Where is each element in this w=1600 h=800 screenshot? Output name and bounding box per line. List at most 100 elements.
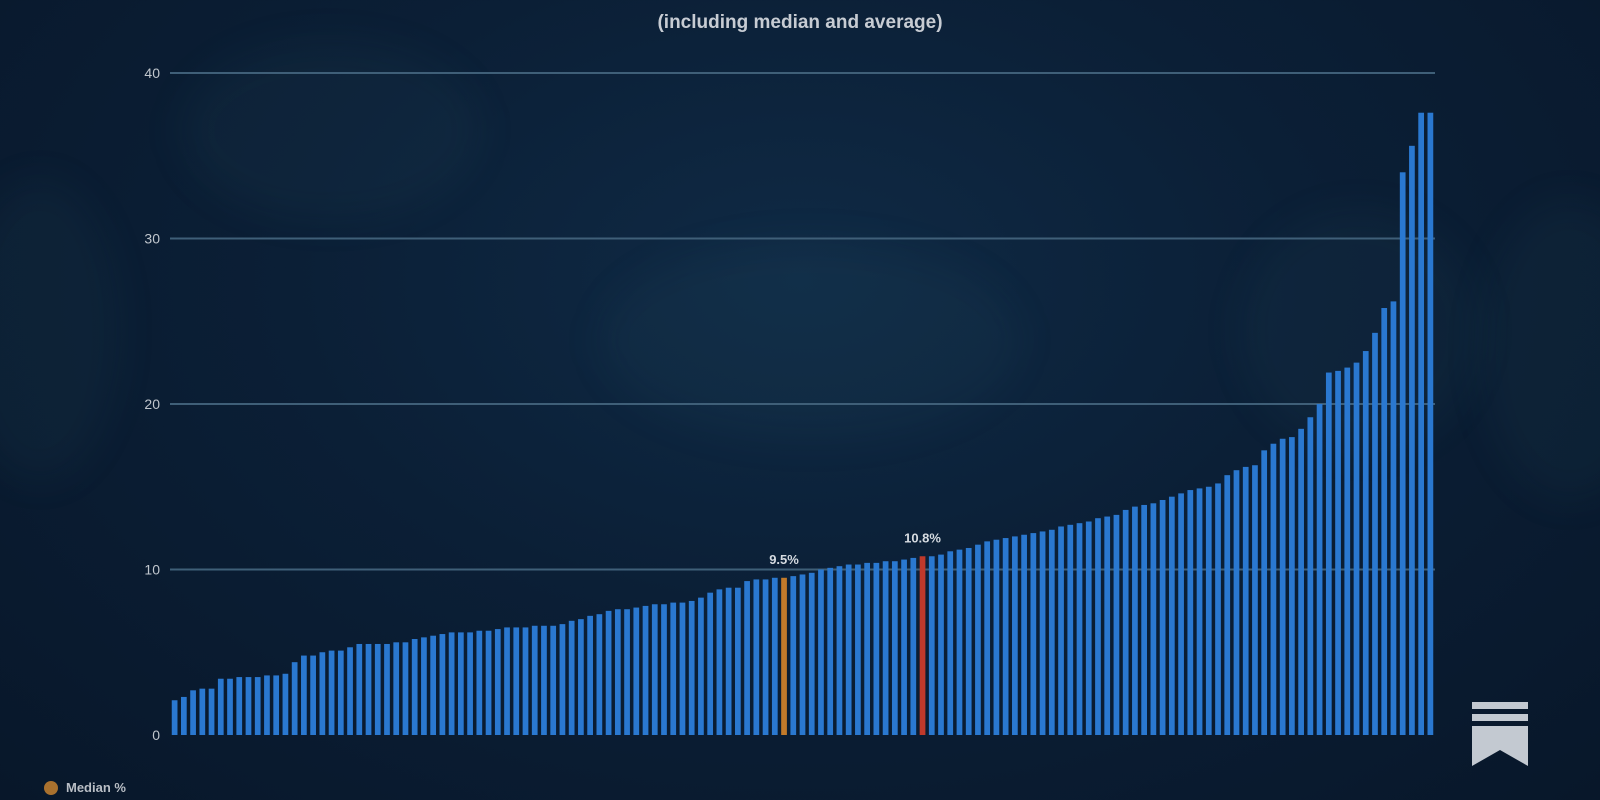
bar: [356, 643, 363, 735]
bar: [1298, 428, 1304, 735]
bar: [430, 635, 437, 735]
bar: [1085, 521, 1092, 735]
bar: [901, 559, 907, 735]
bars: [171, 112, 1434, 736]
bar: [808, 572, 815, 735]
bar: [753, 579, 760, 735]
bar: [1104, 516, 1111, 735]
bar: [1316, 404, 1323, 735]
bar: [947, 551, 954, 735]
bar: [384, 643, 390, 735]
bar: [1132, 506, 1138, 735]
bar: [1353, 362, 1360, 735]
bar: [984, 541, 991, 735]
bar: [836, 566, 843, 735]
bar: [1095, 518, 1101, 735]
bar: [1362, 351, 1369, 735]
bar: [1187, 490, 1194, 735]
bar: [1215, 483, 1221, 735]
bar: [633, 607, 640, 735]
bar: [1196, 488, 1203, 735]
bar: [1372, 332, 1378, 735]
bar: [467, 632, 473, 735]
bar: [688, 600, 695, 735]
legend-median-swatch: [44, 780, 58, 795]
bar: [661, 604, 667, 735]
bar: [975, 544, 981, 735]
bar: [818, 569, 824, 735]
bar: [882, 561, 889, 735]
bar: [827, 567, 834, 735]
bar: [522, 627, 529, 735]
bar: [965, 547, 972, 735]
y-axis-tick-labels: 0 10 20 30 40: [144, 65, 160, 743]
bar: [864, 562, 870, 735]
bar: [217, 678, 224, 735]
bar: [1178, 493, 1184, 735]
bar: [1159, 499, 1166, 735]
bar: [891, 561, 898, 735]
chart-subtitle: (including median and average): [657, 12, 943, 33]
bar: [855, 564, 861, 735]
bar: [347, 647, 353, 735]
bar: [624, 609, 630, 735]
bar: [1067, 524, 1074, 735]
bar: [910, 557, 917, 735]
bar: [1048, 529, 1055, 735]
gridlines: [170, 72, 1435, 571]
bar: [402, 642, 409, 735]
bar: [1233, 470, 1240, 735]
bar: [1058, 526, 1064, 735]
average-bar: [919, 556, 926, 735]
bar: [254, 677, 261, 735]
bar: [448, 632, 455, 735]
bar: [264, 675, 270, 735]
bar: [374, 643, 381, 735]
bar: [698, 597, 704, 735]
legend-median-label: Median %: [66, 780, 126, 795]
bar: [1252, 465, 1258, 735]
bar: [716, 589, 723, 735]
bar: [199, 688, 206, 735]
bar: [1344, 367, 1351, 735]
bar: [1399, 172, 1406, 736]
bar: [550, 625, 557, 735]
bar: [596, 614, 603, 735]
bar: [956, 549, 963, 735]
y-tick-label: 20: [144, 396, 160, 412]
bar: [642, 605, 649, 735]
bar: [1150, 503, 1157, 735]
bar: [605, 610, 612, 735]
bar: [587, 615, 593, 735]
bar: [171, 700, 178, 735]
bar: [513, 627, 520, 735]
bar: [744, 581, 750, 735]
y-tick-label: 0: [152, 727, 160, 743]
bar: [938, 554, 944, 735]
bar: [670, 602, 677, 735]
legend: Median %: [44, 780, 126, 795]
bar: [762, 579, 769, 735]
bar: [1224, 475, 1231, 735]
bar: [236, 677, 243, 735]
bar: [1409, 145, 1415, 735]
bar: [457, 632, 464, 735]
bar: [1168, 496, 1175, 735]
bar: [1122, 509, 1129, 735]
y-tick-label: 40: [144, 65, 160, 81]
bar: [301, 655, 307, 735]
bar: [273, 675, 280, 735]
bar: [993, 539, 1000, 735]
bar: [1113, 514, 1120, 735]
bar: [1418, 112, 1425, 736]
bar: [1021, 534, 1027, 735]
bar: [1381, 308, 1388, 735]
bar: [845, 564, 852, 735]
bar: [208, 688, 215, 735]
bar: [1261, 450, 1268, 735]
bar: [1390, 301, 1397, 735]
bar: [1325, 372, 1332, 735]
bar: [679, 602, 686, 735]
bar: [1205, 486, 1212, 735]
